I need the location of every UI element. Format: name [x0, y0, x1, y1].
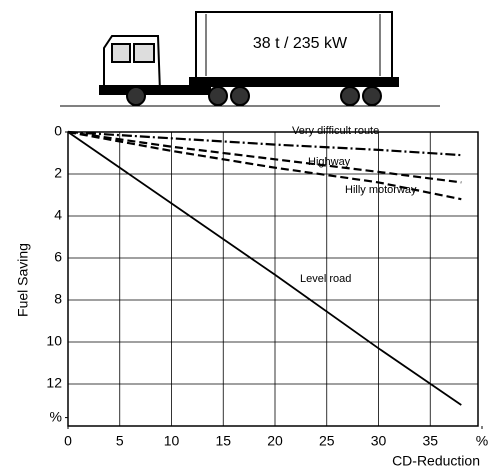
x-tick-label: 20 [267, 433, 283, 449]
chart: 38 t / 235 kW Fuel Saving CD-Reduction 0… [0, 0, 495, 472]
series-label: Level road [300, 273, 351, 285]
y-tick-label: % [50, 408, 62, 424]
y-tick-label: 2 [54, 165, 62, 181]
y-tick-label: 4 [54, 207, 62, 223]
y-tick-label: 0 [54, 123, 62, 139]
series-label: Very difficult route [292, 125, 379, 137]
x-tick-label: 35 [422, 433, 438, 449]
x-tick-label: 30 [371, 433, 387, 449]
x-tick-label: 0 [64, 433, 72, 449]
y-tick-label: 12 [46, 375, 62, 391]
truck-illustration [60, 12, 440, 106]
x-tick-label: 15 [215, 433, 231, 449]
y-tick-label: 6 [54, 249, 62, 265]
y-axis-label: Fuel Saving [15, 243, 31, 317]
x-tick-label: 25 [319, 433, 335, 449]
y-tick-label: 10 [46, 333, 62, 349]
series-label: Highway [308, 156, 351, 168]
x-tick-label: 10 [164, 433, 180, 449]
x-tick-label: 5 [116, 433, 124, 449]
series-line [68, 132, 461, 405]
series-label: Hilly motorway [345, 184, 417, 196]
x-tick-label: % [476, 433, 488, 449]
series-line [68, 132, 461, 182]
y-tick-label: 8 [54, 291, 62, 307]
x-axis-label: CD-Reduction [392, 453, 480, 469]
truck-label: 38 t / 235 kW [253, 35, 348, 52]
